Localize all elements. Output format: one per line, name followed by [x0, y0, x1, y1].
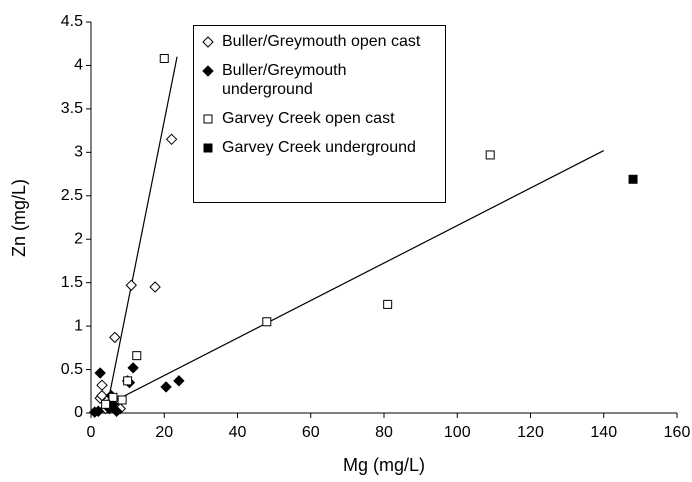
legend-label: Buller/Greymouth underground: [222, 62, 347, 98]
legend-entry: Garvey Creek underground: [202, 138, 437, 157]
point: [108, 392, 118, 402]
legend-entry: Garvey Creek open cast: [202, 109, 437, 128]
point: [127, 362, 139, 374]
legend-label: Garvey Creek underground: [222, 139, 416, 156]
x-tick-label: 0: [87, 424, 96, 441]
point: [160, 381, 172, 393]
point: [173, 375, 185, 387]
y-tick-label: 2: [74, 230, 83, 247]
y-tick-label: 4: [74, 57, 83, 74]
y-tick-label: 3: [74, 144, 83, 161]
point: [109, 331, 121, 344]
x-tick-label: 120: [517, 424, 544, 441]
x-tick-label: 100: [444, 424, 471, 441]
point: [101, 399, 111, 409]
point: [485, 150, 495, 160]
point: [262, 317, 272, 327]
point: [132, 351, 142, 361]
x-tick-label: 60: [302, 424, 320, 441]
legend-marker: [202, 65, 214, 77]
x-axis-label: Mg (mg/L): [343, 455, 425, 475]
y-tick-label: 0: [74, 404, 83, 421]
x-tick-label: 140: [590, 424, 617, 441]
trend-line: [90, 150, 605, 414]
point: [123, 376, 133, 386]
legend-label: Buller/Greymouth open cast: [222, 33, 421, 50]
point: [159, 53, 169, 63]
legend-symbol: [202, 65, 214, 77]
y-tick-label: 0.5: [61, 361, 83, 378]
legend-symbol: [202, 36, 214, 48]
y-tick-label: 1.5: [61, 274, 83, 291]
y-tick-label: 3.5: [61, 100, 83, 117]
y-tick-label: 4.5: [61, 13, 83, 30]
legend-symbol: [203, 143, 213, 153]
y-tick-label: 2.5: [61, 187, 83, 204]
point: [165, 133, 178, 146]
x-tick-label: 160: [664, 424, 691, 441]
y-tick-label: 1: [74, 317, 83, 334]
point: [117, 395, 127, 405]
legend-marker: [202, 36, 214, 48]
x-tick-label: 20: [155, 424, 173, 441]
point: [92, 405, 105, 417]
point: [383, 299, 393, 309]
point: [149, 281, 161, 293]
point: [94, 367, 106, 379]
legend-entry: Buller/Greymouth underground: [202, 61, 437, 99]
legend-marker: [203, 143, 213, 153]
legend-entry: Buller/Greymouth open cast: [202, 32, 437, 51]
legend-marker: [203, 114, 213, 124]
trend-line: [108, 56, 178, 396]
legend: Buller/Greymouth open cast Buller/Greymou…: [193, 25, 446, 203]
legend-label: Garvey Creek open cast: [222, 110, 395, 127]
point: [628, 174, 638, 184]
point: [110, 405, 123, 417]
x-tick-label: 40: [229, 424, 247, 441]
legend-symbol: [203, 114, 213, 124]
x-tick-label: 80: [375, 424, 393, 441]
point: [125, 279, 137, 291]
point: [96, 379, 108, 391]
y-axis-label: Zn (mg/L): [9, 179, 29, 257]
